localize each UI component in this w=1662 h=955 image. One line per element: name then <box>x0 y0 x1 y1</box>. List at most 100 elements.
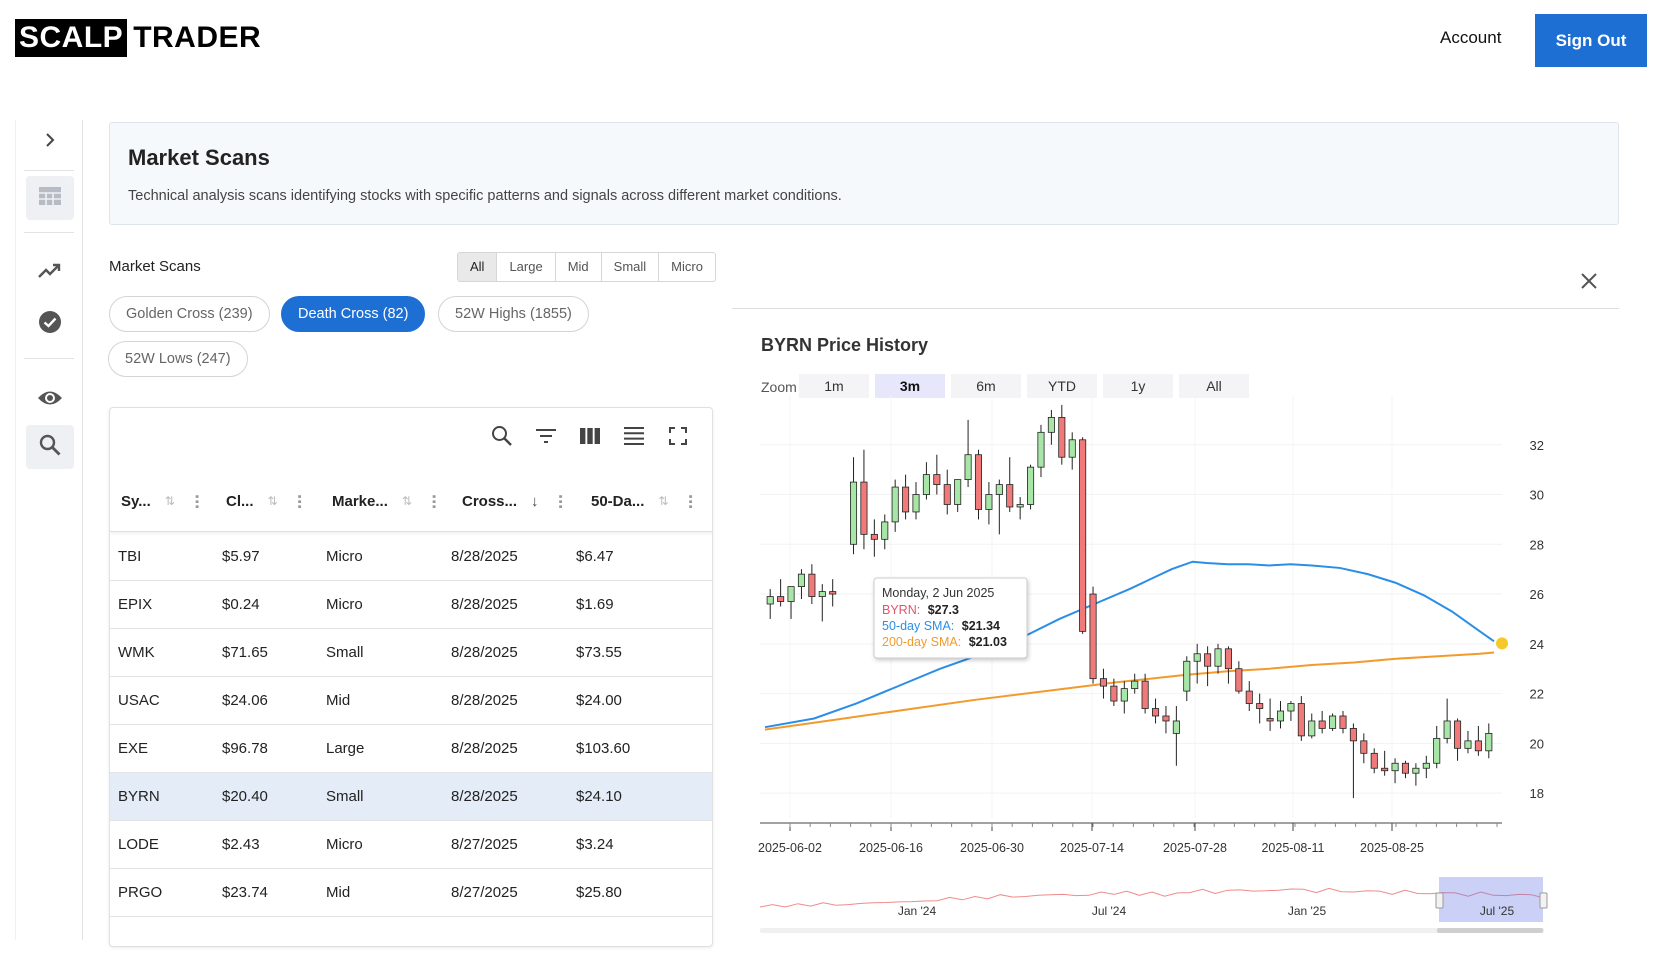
candle <box>1308 720 1316 737</box>
column-header-50-day[interactable]: 50-Da... ⇅ ⋯ <box>591 470 698 532</box>
chip-52w-lows[interactable]: 52W Lows (247) <box>108 341 248 377</box>
candle <box>777 596 785 602</box>
x-tick-label: 2025-07-14 <box>1060 841 1124 855</box>
sidebar-item-table[interactable] <box>26 176 74 220</box>
column-menu-icon[interactable]: ⋯ <box>551 493 569 509</box>
candle <box>1131 680 1139 690</box>
cell-cross-date: 8/28/2025 <box>451 692 518 709</box>
zoom-3m-button[interactable]: 3m <box>875 374 945 398</box>
column-header-market-cap[interactable]: Marke... ⇅ ⋯ <box>332 470 442 532</box>
fullscreen-icon <box>669 426 687 450</box>
price-chart: 18 20 22 24 26 28 30 32 2025-06-02 2025-06-16 202… <box>758 395 1548 933</box>
table-density-button[interactable] <box>619 423 649 453</box>
candle <box>1474 740 1482 752</box>
column-menu-icon[interactable]: ⋯ <box>681 493 699 509</box>
cell-cross-date: 8/28/2025 <box>451 740 518 757</box>
sidebar-item-watchlist[interactable] <box>26 378 74 422</box>
navigator-selection[interactable] <box>1439 877 1543 922</box>
navigator-scrollbar-thumb[interactable] <box>1437 928 1543 933</box>
y-tick-label: 32 <box>1530 438 1544 453</box>
cell-market-cap: Micro <box>326 548 363 565</box>
table-row[interactable]: LODE $2.43 Micro 8/27/2025 $3.24 <box>110 821 712 869</box>
navigator-handle-left[interactable] <box>1435 892 1444 909</box>
table-filter-button[interactable] <box>531 423 561 453</box>
candle <box>1443 720 1451 739</box>
close-icon <box>1580 272 1598 295</box>
table-row[interactable]: PRGO $23.74 Mid 8/27/2025 $25.80 <box>110 869 712 917</box>
tooltip-sma200-value: $21.03 <box>969 635 1007 649</box>
column-menu-icon[interactable]: ⋯ <box>424 493 442 509</box>
cap-filter-large[interactable]: Large <box>497 253 556 281</box>
zoom-ytd-button[interactable]: YTD <box>1027 374 1097 398</box>
candle <box>766 596 774 605</box>
zoom-1m-button[interactable]: 1m <box>799 374 869 398</box>
cell-symbol: TBI <box>118 548 142 565</box>
candle <box>1058 416 1066 458</box>
cell-symbol: USAC <box>118 692 160 709</box>
navigator-scrollbar[interactable] <box>760 928 1544 933</box>
table-row[interactable]: WMK $71.65 Small 8/28/2025 $73.55 <box>110 629 712 677</box>
table-fullscreen-button[interactable] <box>663 423 693 453</box>
table-columns-button[interactable] <box>575 423 605 453</box>
table-row[interactable]: USAC $24.06 Mid 8/28/2025 $24.00 <box>110 677 712 725</box>
table-row[interactable]: EPIX $0.24 Micro 8/28/2025 $1.69 <box>110 581 712 629</box>
candle <box>1089 593 1097 680</box>
column-menu-icon[interactable]: ⋯ <box>290 493 308 509</box>
cell-symbol: EPIX <box>118 596 153 613</box>
cap-filter-micro[interactable]: Micro <box>671 259 703 274</box>
column-label: 50-Da... <box>591 492 645 510</box>
y-tick-label: 28 <box>1530 537 1544 552</box>
zoom-6m-button[interactable]: 6m <box>951 374 1021 398</box>
navigator-series <box>759 887 1545 908</box>
trending-up-icon <box>37 262 63 285</box>
candle <box>1224 648 1232 670</box>
table-row[interactable]: BYRN $20.40 Small 8/28/2025 $24.10 <box>110 773 712 821</box>
chip-golden-cross[interactable]: Golden Cross (239) <box>109 296 270 332</box>
candle <box>1381 767 1389 772</box>
sidebar-item-signals[interactable] <box>26 302 74 346</box>
sign-out-button[interactable]: Sign Out <box>1535 14 1647 67</box>
cell-cross-date: 8/28/2025 <box>451 548 518 565</box>
candle <box>964 454 972 481</box>
sidebar-item-trends[interactable] <box>26 251 74 295</box>
table-search-button[interactable] <box>487 423 517 453</box>
zoom-all-button[interactable]: All <box>1179 374 1249 398</box>
column-header-close[interactable]: Cl... ⇅ ⋯ <box>226 470 308 532</box>
table-row[interactable]: TBI $5.97 Micro 8/28/2025 $6.47 <box>110 533 712 581</box>
sidebar-item-scans[interactable] <box>26 425 74 469</box>
sort-icon[interactable]: ⇅ <box>401 494 412 508</box>
chip-death-cross[interactable]: Death Cross (82) <box>281 296 426 332</box>
cell-market-cap: Mid <box>326 884 351 901</box>
sort-icon[interactable]: ⇅ <box>658 494 669 508</box>
navigator-handle-right[interactable] <box>1539 892 1548 909</box>
candle <box>1141 680 1149 709</box>
column-header-cross-date[interactable]: Cross... ↓ ⋯ <box>462 470 569 532</box>
x-tick-label: 2025-08-11 <box>1261 841 1324 855</box>
sort-icon[interactable]: ⇅ <box>164 494 175 508</box>
cell-symbol: WMK <box>118 644 155 661</box>
cap-filter-all[interactable]: All <box>458 253 498 281</box>
candle <box>1464 740 1472 749</box>
cell-close: $23.74 <box>222 884 268 901</box>
close-detail-button[interactable] <box>1574 268 1604 298</box>
candle <box>954 479 962 505</box>
cap-filter-small[interactable]: Small <box>602 253 660 281</box>
zoom-1y-button[interactable]: 1y <box>1103 374 1173 398</box>
cell-cross-date: 8/28/2025 <box>451 596 518 613</box>
account-link[interactable]: Account <box>1440 28 1502 47</box>
expand-sidebar-button[interactable] <box>26 120 74 164</box>
chip-52w-highs[interactable]: 52W Highs (1855) <box>438 296 589 332</box>
table-row[interactable]: EXE $96.78 Large 8/28/2025 $103.60 <box>110 725 712 773</box>
sort-desc-icon[interactable]: ↓ <box>531 492 539 510</box>
cell-close: $5.97 <box>222 548 260 565</box>
logo[interactable]: SCALP TRADER <box>15 19 267 57</box>
cell-close: $71.65 <box>222 644 268 661</box>
search-icon <box>39 434 61 461</box>
x-tick-label: 2025-08-25 <box>1360 841 1424 855</box>
candle <box>1016 504 1024 508</box>
sort-icon[interactable]: ⇅ <box>267 494 278 508</box>
check-circle-icon <box>38 310 62 339</box>
column-menu-icon[interactable]: ⋯ <box>187 493 205 509</box>
cap-filter-mid[interactable]: Mid <box>556 253 602 281</box>
column-header-symbol[interactable]: Sy... ⇅ ⋯ <box>121 470 205 532</box>
